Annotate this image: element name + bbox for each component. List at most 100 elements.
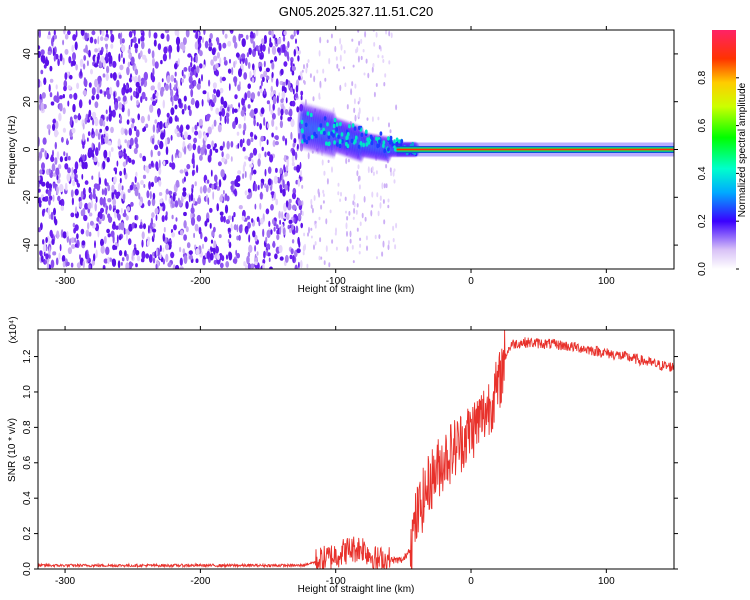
spectrogram-noise-cell	[236, 252, 241, 259]
spectrogram-noise-cell	[266, 229, 271, 239]
spectrogram-noise-cell	[310, 227, 313, 231]
spectrogram-noise-cell	[93, 156, 98, 163]
spectrogram-noise-cell	[284, 109, 289, 115]
spectrogram-noise-cell	[295, 92, 299, 99]
spectrogram-noise-cell	[188, 75, 193, 84]
spectrogram-noise-cell	[175, 36, 181, 46]
spectrogram-noise-cell	[379, 195, 382, 201]
spectrogram-noise-cell	[268, 30, 272, 36]
spectrogram-noise-cell	[112, 72, 117, 81]
spectrogram-noise-cell	[179, 169, 184, 174]
spectrogram-noise-cell	[215, 148, 219, 153]
colorbar-ticks: 0.0 0.2 0.4 0.6 0.8	[697, 70, 739, 276]
spectrogram-noise-cell	[187, 134, 192, 140]
spectrogram-noise-cell	[339, 198, 342, 202]
spectrogram-noise-cell	[170, 229, 174, 234]
spectrogram-noise-cell	[382, 59, 385, 63]
spectrogram-noise-cell	[210, 102, 215, 108]
spectrogram-noise-cell	[306, 263, 309, 269]
spectrogram-noise-cell	[282, 188, 286, 197]
spectrogram-band-cell	[400, 139, 404, 144]
spectrogram-noise-cell	[113, 91, 116, 101]
spectrogram-noise-cell	[72, 179, 76, 187]
spectrogram-noise-cell	[235, 249, 238, 256]
spectrogram-noise-cell	[82, 260, 86, 269]
spectrogram-noise-cell	[193, 69, 197, 76]
spectrogram-noise-cell	[270, 229, 273, 235]
spectrogram-noise-cell	[234, 178, 238, 187]
spectrogram-noise-cell	[202, 184, 207, 194]
spectrogram-noise-cell	[61, 136, 64, 143]
spectrogram-noise-cell	[254, 260, 258, 266]
spectrogram-noise-cell	[66, 173, 71, 182]
spectrogram-noise-cell	[356, 170, 359, 177]
spectrogram-noise-cell	[371, 191, 374, 198]
spectrogram-noise-cell	[64, 156, 68, 162]
spectrogram-noise-cell	[157, 81, 161, 91]
spectrogram-noise-cell	[118, 102, 123, 110]
spectrogram-noise-cell	[57, 195, 61, 202]
snr-x-tick-label: 0	[468, 576, 474, 587]
spectrogram-band-cell	[327, 134, 331, 140]
spectrogram-noise-cell	[244, 92, 248, 101]
spectrogram-noise-cell	[131, 118, 135, 124]
spectrogram-noise-cell	[140, 115, 145, 124]
spectrogram-noise-cell	[42, 55, 46, 64]
spectrogram-noise-cell	[128, 53, 132, 59]
spectrogram-noise-cell	[111, 190, 114, 200]
spectrogram-noise-cell	[377, 54, 380, 59]
spectrogram-noise-cell	[102, 198, 106, 207]
spectrogram-noise-cell	[224, 115, 227, 124]
spectrogram-noise-cell	[300, 95, 303, 101]
spectrogram-noise-cell	[72, 52, 76, 61]
spectrogram-noise-cell	[104, 36, 109, 42]
spectrogram-noise-cell	[78, 200, 83, 208]
spectrogram-noise-cell	[262, 76, 265, 83]
spectrogram-noise-cell	[344, 82, 347, 88]
spectrogram-noise-cell	[223, 190, 225, 195]
spectrogram-noise-cell	[279, 226, 282, 235]
spectrogram-noise-cell	[87, 113, 90, 123]
spectrogram-noise-cell	[383, 183, 386, 189]
spectrogram-noise-cell	[289, 228, 292, 233]
spectrogram-noise-cell	[227, 68, 232, 74]
spectrogram-noise-cell	[301, 200, 304, 207]
snr-x-tick-label: -200	[190, 576, 210, 587]
spectrogram-noise-cell	[272, 139, 276, 148]
spectrogram-noise-cell	[309, 73, 312, 78]
spectrogram-noise-cell	[212, 82, 217, 89]
spectrogram-noise-cell	[291, 155, 295, 163]
spectrogram-noise-cell	[178, 151, 182, 158]
spectrogram-noise-cell	[229, 30, 233, 33]
spectrogram-noise-cell	[227, 227, 231, 232]
spectrogram-noise-cell	[209, 207, 213, 213]
spectrogram-noise-cell	[99, 118, 104, 127]
spectrogram-noise-cell	[108, 55, 111, 65]
spectrogram-noise-cell	[50, 101, 55, 106]
spectrogram-band-cell	[389, 135, 393, 141]
spectrogram-noise-cell	[151, 50, 155, 59]
spectrogram-noise-cell	[247, 188, 252, 193]
spectrogram-noise-cell	[116, 234, 119, 244]
spectrogram-band-cell	[388, 140, 392, 145]
spectrogram-noise-cell	[71, 60, 77, 66]
spectrogram-noise-cell	[278, 92, 281, 98]
spectrogram-noise-cell	[59, 53, 63, 62]
spectrogram-noise-cell	[121, 52, 123, 59]
spectrogram-noise-cell	[67, 167, 71, 174]
spectrogram-noise-cell	[299, 161, 302, 170]
spectrogram-noise-cell	[100, 207, 104, 213]
spectrogram-noise-cell	[198, 118, 203, 126]
spectrogram-noise-cell	[120, 127, 125, 135]
spectrogram-noise-cell	[228, 251, 233, 261]
spectrogram-noise-cell	[358, 107, 361, 115]
spectrogram-noise-cell	[285, 97, 288, 104]
spectrogram-noise-cell	[274, 135, 279, 140]
spectrogram-noise-cell	[210, 169, 213, 177]
spectrogram-noise-cell	[271, 132, 274, 138]
spectrogram-noise-cell	[310, 235, 313, 239]
spectrogram-noise-cell	[44, 259, 47, 265]
spectrogram-noise-cell	[251, 77, 255, 83]
spectrogram-noise-cell	[95, 249, 98, 259]
